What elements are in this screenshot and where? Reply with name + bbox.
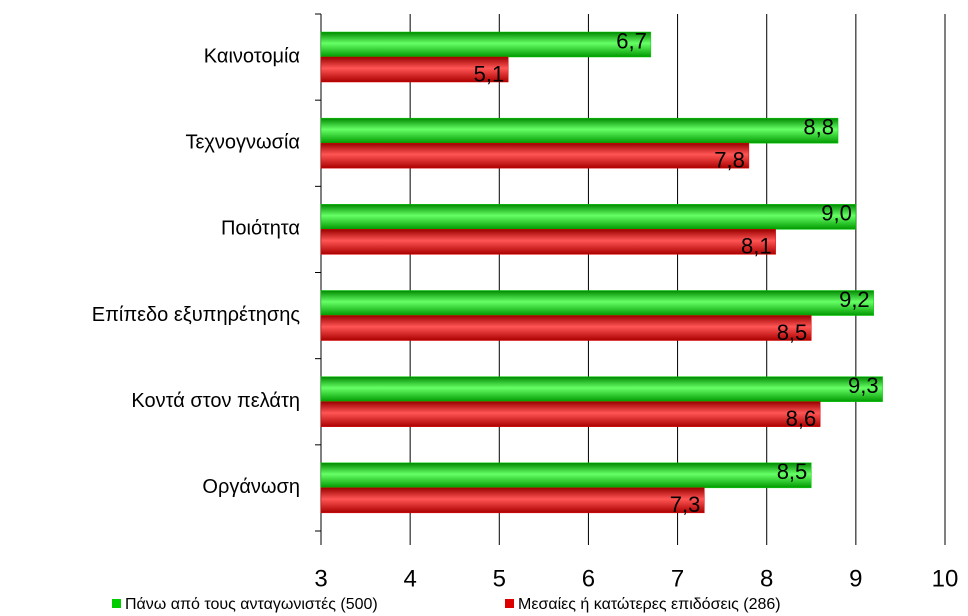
bar xyxy=(320,117,839,144)
value-label: 8,8 xyxy=(803,114,834,139)
x-tick-label: 8 xyxy=(760,565,773,592)
x-tick-label: 4 xyxy=(403,565,416,592)
value-label: 7,8 xyxy=(714,147,745,172)
bar xyxy=(320,487,705,514)
x-tick-label: 6 xyxy=(582,565,595,592)
bar xyxy=(320,229,776,255)
value-label: 6,7 xyxy=(616,28,647,53)
bar xyxy=(320,315,812,341)
value-label: 8,5 xyxy=(777,320,808,345)
category-label: Επίπεδο εξυπηρέτησης xyxy=(92,304,301,326)
x-tick-label: 10 xyxy=(932,565,959,592)
value-label: 8,1 xyxy=(741,234,772,259)
x-tick-label: 7 xyxy=(671,565,684,592)
value-label: 9,2 xyxy=(839,287,870,312)
bar xyxy=(320,204,857,230)
bar xyxy=(320,401,821,427)
legend-swatch xyxy=(112,599,121,608)
legend-swatch xyxy=(505,599,514,608)
value-label: 5,1 xyxy=(474,61,505,86)
category-label: Καινοτομία xyxy=(204,45,300,67)
bar xyxy=(320,56,509,83)
x-tick-label: 3 xyxy=(314,565,327,592)
bar xyxy=(320,376,883,402)
category-label: Τεχνογνωσία xyxy=(185,132,300,154)
category-label: Ποιότητα xyxy=(221,218,300,240)
bar xyxy=(320,31,652,58)
value-label: 9,0 xyxy=(821,201,852,226)
legend-label: Μεσαίες ή κατώτερες επιδόσεις (286) xyxy=(518,596,781,613)
bar xyxy=(320,462,812,489)
value-label: 9,3 xyxy=(848,373,879,398)
legend-label: Πάνω από τους ανταγωνιστές (500) xyxy=(125,596,378,613)
category-label: Κοντά στον πελάτη xyxy=(131,390,300,412)
bar xyxy=(320,142,750,169)
value-label: 8,6 xyxy=(786,406,817,431)
x-tick-label: 5 xyxy=(493,565,506,592)
x-tick-label: 9 xyxy=(849,565,862,592)
bar xyxy=(320,290,874,316)
category-label: Οργάνωση xyxy=(202,476,300,498)
value-label: 8,5 xyxy=(777,459,808,484)
value-label: 7,3 xyxy=(670,492,701,517)
